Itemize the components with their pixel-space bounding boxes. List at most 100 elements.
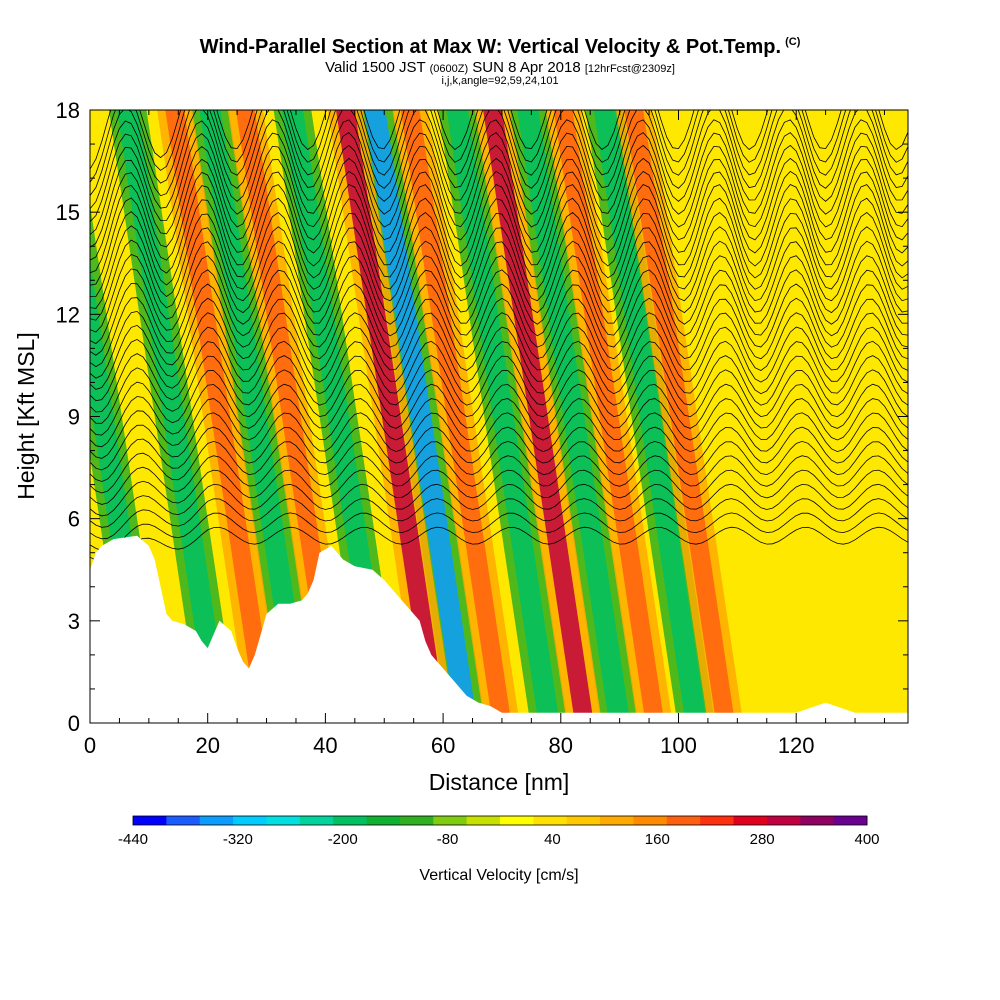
y-tick-label: 0 xyxy=(68,711,80,736)
theta-contour xyxy=(90,132,908,235)
y-tick-label: 12 xyxy=(56,302,80,327)
colorbar-label: -320 xyxy=(223,831,253,848)
theta-contour xyxy=(90,144,908,248)
colorbar-title: Vertical Velocity [cm/s] xyxy=(419,867,578,884)
theta-contour xyxy=(90,184,908,286)
theta-contour xyxy=(90,398,908,459)
colorbar-swatch xyxy=(466,816,501,825)
y-tick-label: 6 xyxy=(68,507,80,532)
colorbar-swatch xyxy=(533,816,568,825)
colorbar-label: -80 xyxy=(437,831,459,848)
theta-contour xyxy=(90,512,908,551)
colorbar-swatch xyxy=(233,816,267,825)
colorbar-swatch xyxy=(666,816,701,825)
colorbar-swatch xyxy=(266,816,301,825)
colorbar-swatch xyxy=(833,816,868,825)
y-tick-label: 9 xyxy=(68,405,80,430)
terrain xyxy=(90,535,908,723)
valid-prefix: Valid 1500 JST xyxy=(325,59,426,76)
axes: 0 20 40 60 80 100 120 0 3 6 9 12 15 18 xyxy=(56,98,908,758)
theta-contour xyxy=(90,211,908,309)
colorbar-swatch xyxy=(800,816,835,825)
colorbar-swatch xyxy=(733,816,768,825)
colorbar: -440 -320 -200 -80 40 160 280 400 xyxy=(118,815,880,848)
colorbar-swatch xyxy=(199,816,234,825)
velocity-field xyxy=(90,110,908,723)
theta-contour xyxy=(90,119,908,222)
colorbar-swatch xyxy=(166,816,201,825)
colorbar-swatch xyxy=(566,816,601,825)
theta-contour xyxy=(90,197,908,297)
grid-indices: i,j,k,angle=92,59,24,101 xyxy=(441,75,559,87)
updraft-core xyxy=(335,110,447,723)
colorbar-swatch xyxy=(333,816,368,825)
theta-contour xyxy=(90,157,908,261)
forecast-info: [12hrFcst@2309z] xyxy=(584,63,675,75)
updraft-core xyxy=(624,110,735,723)
colorbar-label: 400 xyxy=(854,831,879,848)
downdraft-core xyxy=(199,110,313,723)
x-tick-label: 0 xyxy=(84,733,96,758)
terrain-fill xyxy=(90,535,908,723)
theta-contour xyxy=(90,469,908,517)
theta-contour xyxy=(90,110,908,183)
colorbar-swatch xyxy=(766,816,801,825)
x-tick-label: 120 xyxy=(778,733,815,758)
valid-date: SUN 8 Apr 2018 xyxy=(472,59,581,76)
x-tick-label: 60 xyxy=(431,733,455,758)
theta-contour xyxy=(90,340,908,413)
theta-contour xyxy=(90,455,908,505)
theta-contour xyxy=(90,412,908,471)
theta-contour xyxy=(90,483,908,528)
colorbar-swatch xyxy=(299,816,334,825)
x-tick-label: 40 xyxy=(313,733,337,758)
x-tick-label: 100 xyxy=(660,733,697,758)
theta-contour xyxy=(90,498,908,540)
valid-zulu: (0600Z) xyxy=(429,63,469,75)
theta-contour xyxy=(90,283,908,368)
theta-contour xyxy=(90,312,908,390)
theta-contour xyxy=(90,110,908,209)
theta-contour xyxy=(90,255,908,345)
colorbar-swatch xyxy=(633,816,668,825)
copyright-mark: (C) xyxy=(785,36,801,48)
theta-contour xyxy=(90,170,908,274)
theta-contour xyxy=(90,426,908,482)
colorbar-swatch xyxy=(600,816,634,825)
colorbar-label: 40 xyxy=(544,831,561,848)
theta-contour xyxy=(90,383,908,448)
downdraft-core xyxy=(446,110,560,723)
theta-contour xyxy=(90,355,908,424)
theta-contours xyxy=(90,110,908,563)
downdraft-core xyxy=(593,110,707,723)
colorbar-swatch xyxy=(700,816,735,825)
colorbar-swatch xyxy=(399,816,434,825)
chart-title: Wind-Parallel Section at Max W: Vertical… xyxy=(0,36,1000,59)
colorbar-swatch xyxy=(433,816,468,825)
colorbar-swatch xyxy=(500,816,534,825)
y-tick-label: 3 xyxy=(68,609,80,634)
x-axis-label: Distance [nm] xyxy=(429,769,570,795)
colorbar-label: -440 xyxy=(118,831,148,848)
theta-contour xyxy=(90,110,908,196)
theta-contour xyxy=(90,440,908,494)
colorbar-swatch xyxy=(133,816,167,825)
colorbar-label: 280 xyxy=(750,831,775,848)
theta-contour xyxy=(90,297,908,379)
updraft-core xyxy=(483,110,594,723)
theta-contour xyxy=(90,526,908,563)
chart-subtitle: Valid 1500 JST (0600Z) SUN 8 Apr 2018 [1… xyxy=(0,59,1000,76)
y-tick-label: 18 xyxy=(56,98,80,123)
colorbar-label: 160 xyxy=(645,831,670,848)
y-axis-label: Height [Kft MSL] xyxy=(13,332,39,499)
downdraft-core xyxy=(117,110,231,723)
x-tick-label: 20 xyxy=(195,733,219,758)
x-tick-label: 80 xyxy=(549,733,573,758)
theta-contour xyxy=(90,269,908,356)
y-tick-label: 15 xyxy=(56,200,80,225)
theta-contour xyxy=(90,226,908,321)
theta-contour xyxy=(90,240,908,333)
title-text: Wind-Parallel Section at Max W: Vertical… xyxy=(199,36,782,58)
theta-contour xyxy=(90,110,908,170)
